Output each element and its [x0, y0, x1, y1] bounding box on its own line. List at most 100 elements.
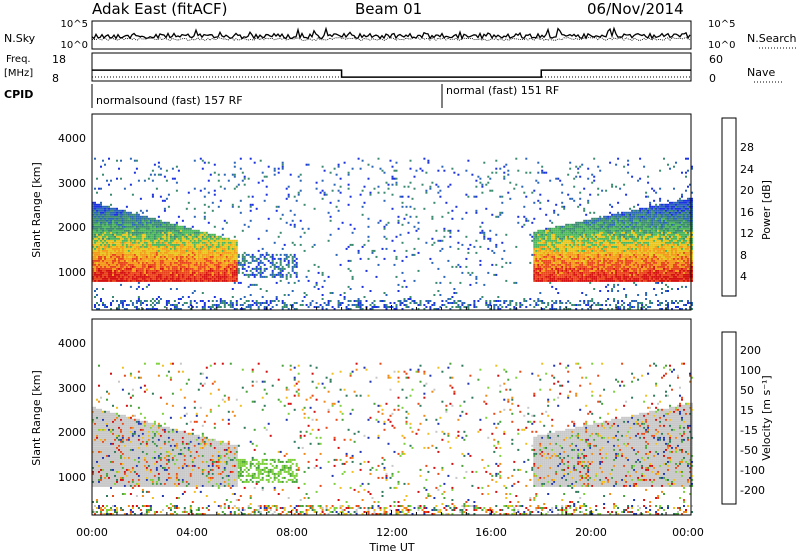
echo-cell — [441, 239, 444, 242]
echo-cell — [601, 261, 604, 264]
echo-cell — [96, 231, 98, 234]
echo-cell — [183, 231, 186, 234]
echo-cell — [157, 267, 160, 270]
echo-cell — [143, 225, 146, 228]
echo-cell — [603, 269, 606, 272]
echo-cell — [587, 259, 590, 262]
echo-cell — [409, 298, 412, 300]
echo-cell — [601, 265, 604, 268]
echo-cell — [181, 275, 184, 278]
echo-cell — [571, 265, 574, 268]
echo-cell — [233, 308, 236, 310]
echo-cell — [169, 265, 172, 268]
echo-cell — [106, 213, 108, 216]
echo-cell — [575, 239, 578, 242]
echo-cell — [161, 273, 164, 276]
echo-cell — [163, 271, 166, 274]
echo-cell — [139, 229, 142, 232]
echo-cell — [581, 229, 584, 232]
echo-cell — [541, 237, 544, 240]
echo-cell — [114, 251, 116, 254]
echo-cell — [559, 231, 562, 234]
echo-cell — [503, 165, 506, 168]
echo-cell — [547, 241, 550, 244]
echo-cell — [127, 265, 130, 268]
echo-cell — [131, 241, 134, 244]
echo-cell — [591, 227, 594, 230]
echo-cell — [575, 221, 578, 224]
echo-cell — [501, 257, 504, 260]
echo-cell — [177, 237, 180, 240]
echo-cell — [573, 243, 576, 246]
echo-cell — [100, 255, 102, 258]
echo-cell — [533, 259, 536, 262]
echo-cell — [439, 195, 442, 198]
echo-cell — [613, 265, 616, 268]
echo-cell — [114, 239, 116, 242]
echo-cell — [545, 229, 548, 232]
echo-cell — [583, 187, 586, 190]
freq-label-1: Freq. — [6, 54, 31, 65]
echo-cell — [123, 241, 126, 244]
echo-cell — [175, 231, 178, 234]
echo-cell — [583, 261, 586, 264]
echo-cell — [118, 308, 120, 310]
echo-cell — [112, 257, 114, 260]
echo-cell — [187, 263, 190, 266]
nsky-tick-high: 10^5 — [61, 19, 88, 30]
echo-cell — [159, 227, 162, 230]
echo-cell — [114, 213, 116, 216]
echo-cell — [120, 209, 122, 212]
echo-cell — [223, 243, 226, 246]
echo-cell — [229, 259, 232, 262]
echo-cell — [587, 199, 590, 202]
echo-cell — [585, 227, 588, 230]
echo-cell — [451, 217, 454, 220]
echo-cell — [463, 306, 466, 308]
echo-cell — [94, 231, 96, 234]
echo-cell — [401, 205, 404, 208]
echo-cell — [137, 255, 140, 258]
echo-cell — [533, 261, 536, 264]
echo-cell — [559, 239, 562, 242]
cpid-row: CPID normalsound (fast) 157 RF normal (f… — [4, 84, 559, 108]
echo-cell — [114, 241, 116, 244]
echo-cell — [541, 249, 544, 252]
echo-cell — [601, 308, 604, 310]
echo-cell — [535, 247, 538, 250]
echo-cell — [221, 302, 224, 304]
echo-cell — [605, 219, 608, 222]
echo-cell — [567, 229, 570, 232]
echo-cell — [593, 157, 596, 160]
echo-cell — [551, 249, 554, 252]
echo-cell — [617, 247, 620, 250]
echo-cell — [547, 255, 550, 258]
echo-cell — [219, 275, 222, 278]
echo-cell — [383, 304, 386, 306]
echo-cell — [593, 243, 596, 246]
echo-cell — [601, 237, 604, 240]
echo-cell — [173, 251, 176, 254]
echo-cell — [225, 257, 228, 260]
echo-cell — [581, 225, 584, 228]
echo-cell — [137, 253, 140, 256]
echo-cell — [557, 227, 560, 230]
echo-cell — [579, 235, 582, 238]
echo-cell — [591, 229, 594, 232]
echo-cell — [559, 273, 562, 276]
echo-cell — [585, 277, 588, 280]
echo-cell — [377, 263, 380, 266]
echo-cell — [213, 237, 216, 240]
echo-cell — [116, 249, 118, 252]
echo-cell — [108, 237, 110, 240]
echo-cell — [385, 304, 388, 306]
echo-cell — [569, 273, 572, 276]
echo-cell — [193, 237, 196, 240]
echo-cell — [405, 300, 408, 302]
echo-cell — [92, 213, 94, 216]
echo-cell — [597, 279, 600, 282]
echo-cell — [112, 265, 114, 268]
echo-cell — [181, 267, 184, 270]
echo-cell — [587, 279, 590, 282]
echo-cell — [120, 257, 122, 260]
